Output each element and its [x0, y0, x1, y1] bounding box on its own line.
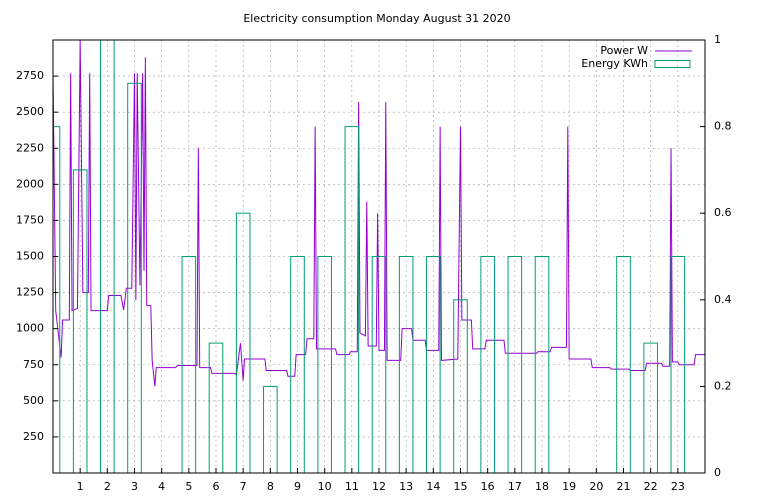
legend-label: Energy KWh [581, 57, 648, 70]
x-tick-label: 5 [185, 480, 192, 493]
energy-box [643, 342, 658, 473]
x-tick-label: 6 [213, 480, 220, 493]
y-tick-label: 1500 [16, 250, 44, 263]
x-tick-label: 13 [399, 480, 413, 493]
x-tick-label: 8 [267, 480, 274, 493]
energy-box [426, 256, 441, 473]
y2-tick-label: 0.6 [714, 206, 732, 219]
energy-box [100, 40, 115, 473]
x-tick-label: 21 [617, 480, 631, 493]
y2-tick-label: 0.4 [714, 293, 732, 306]
x-tick-label: 19 [562, 480, 576, 493]
energy-box [616, 256, 631, 473]
energy-box [53, 126, 61, 473]
x-tick-label: 17 [508, 480, 522, 493]
y2-tick-label: 0.8 [714, 120, 732, 133]
x-tick-label: 20 [589, 480, 603, 493]
x-tick-label: 16 [481, 480, 495, 493]
energy-box [398, 256, 414, 473]
energy-box [507, 256, 523, 473]
energy-box [534, 256, 550, 473]
axes: 1 2 3 4 5 6 7 8 9 10 11 12 13 14 15 16 17 18 19 20 21 22 23250… [16, 33, 732, 493]
y-tick-label: 2500 [16, 105, 44, 118]
y-tick-label: 500 [23, 394, 44, 407]
x-tick-label: 7 [240, 480, 247, 493]
energy-box [317, 256, 332, 473]
x-tick-label: 14 [426, 480, 440, 493]
x-tick-label: 1 [77, 480, 84, 493]
legend-label: Power W [600, 44, 648, 57]
y-tick-label: 250 [23, 430, 44, 443]
x-tick-label: 4 [158, 480, 165, 493]
y-tick-label: 1250 [16, 286, 44, 299]
x-tick-label: 9 [294, 480, 301, 493]
x-tick-label: 12 [372, 480, 386, 493]
y-tick-label: 2250 [16, 141, 44, 154]
y2-tick-label: 1 [714, 33, 721, 46]
energy-box [208, 342, 224, 473]
x-tick-label: 23 [671, 480, 685, 493]
energy-box [480, 256, 495, 473]
power-line [53, 40, 705, 387]
energy-box [235, 212, 251, 473]
y-tick-label: 2000 [16, 177, 44, 190]
x-tick-label: 15 [454, 480, 468, 493]
x-tick-label: 22 [644, 480, 658, 493]
x-tick-label: 2 [104, 480, 111, 493]
y2-tick-label: 0.2 [714, 379, 732, 392]
y2-tick-label: 0 [714, 466, 721, 479]
x-tick-label: 11 [345, 480, 359, 493]
plot-area [53, 40, 705, 473]
legend-swatch [654, 60, 691, 68]
y-tick-label: 750 [23, 358, 44, 371]
x-tick-label: 18 [535, 480, 549, 493]
y-tick-label: 1750 [16, 213, 44, 226]
energy-box [670, 256, 686, 473]
energy-box [290, 256, 305, 473]
y-tick-label: 2750 [16, 69, 44, 82]
energy-box [371, 256, 387, 473]
chart-title: Electricity consumption Monday August 31… [243, 12, 510, 25]
x-tick-label: 10 [318, 480, 332, 493]
x-tick-label: 3 [131, 480, 138, 493]
energy-box [72, 169, 88, 473]
energy-box [181, 256, 197, 473]
plot-border [52, 39, 706, 474]
energy-box [127, 82, 142, 473]
y-tick-label: 1000 [16, 322, 44, 335]
